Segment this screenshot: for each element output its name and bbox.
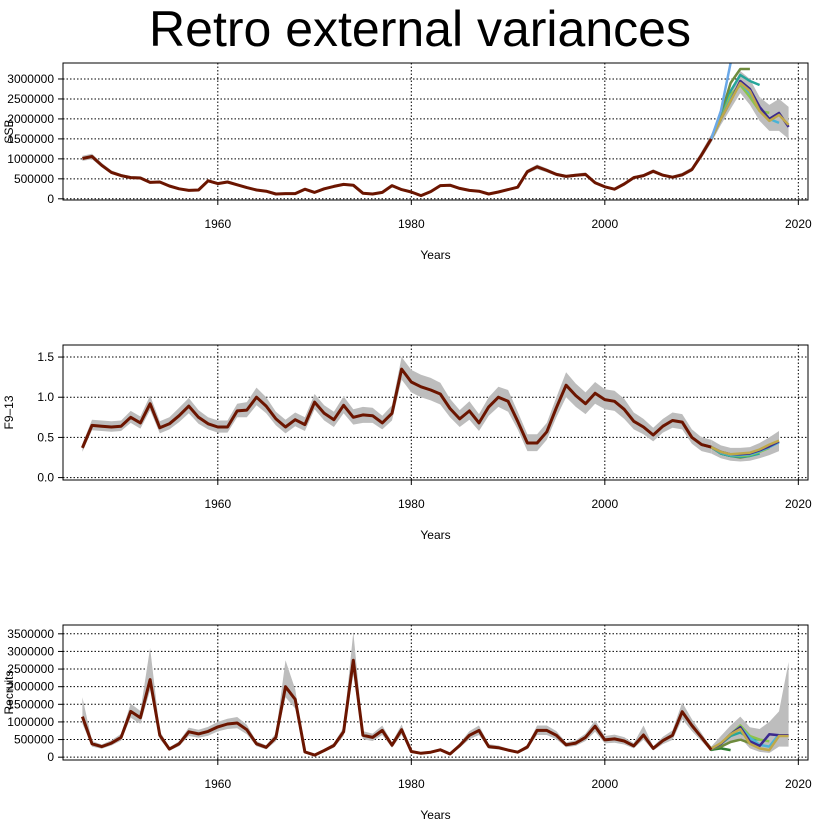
x-tick-label: 2000 [591, 497, 618, 511]
x-tick-label: 1980 [398, 217, 425, 231]
y-tick-label: 1000000 [7, 715, 54, 729]
x-tick-label: 1960 [204, 217, 231, 231]
y-tick-label: 500000 [14, 172, 54, 186]
confidence-band [82, 357, 712, 454]
panel-3: 1960 1980 2000 2020 0 500000 1000000 1500000 200… [2, 624, 812, 822]
y-tick-label: 2500000 [7, 92, 54, 106]
y-tick-label: 1.0 [37, 390, 54, 404]
y-tick-label: 0 [47, 192, 54, 206]
retro-peel-line [710, 62, 732, 140]
tail-confidence-band [711, 662, 789, 753]
y-tick-label: 2000000 [7, 680, 54, 694]
y-tick-label: 1500000 [7, 132, 54, 146]
x-tick-label: 1980 [398, 497, 425, 511]
y-tick-label: 2000000 [7, 112, 54, 126]
x-tick-label: 2020 [785, 497, 812, 511]
plot-frame [62, 624, 809, 761]
x-tick-label: 2000 [591, 217, 618, 231]
y-tick-label: 3000000 [7, 644, 54, 658]
y-axis-title: Recruits [2, 670, 16, 714]
y-tick-label: 1000000 [7, 152, 54, 166]
x-tick-label: 2020 [785, 217, 812, 231]
y-axis-title: SSB [2, 119, 16, 143]
x-tick-label: 1960 [204, 777, 231, 791]
y-tick-label: 1.5 [37, 350, 54, 364]
panel-1: 1960 1980 2000 2020 0 500000 1000000 1500000 200… [2, 62, 812, 262]
x-axis-title: Years [420, 808, 450, 822]
series-line [82, 138, 713, 198]
y-tick-label: 3000000 [7, 72, 54, 86]
y-tick-label: 500000 [14, 733, 54, 747]
series-line [80, 658, 713, 757]
x-tick-label: 1960 [204, 497, 231, 511]
retro-peel-line [710, 81, 790, 140]
y-tick-label: 0.0 [37, 471, 54, 485]
y-tick-label: 1500000 [7, 697, 54, 711]
chart-title: Retro external variances [149, 1, 691, 57]
y-tick-label: 0.5 [37, 430, 54, 444]
plot-frame [62, 62, 809, 201]
panel-2: 1960 1980 2000 2020 0.0 0.5 1.0 1.5 Years F9–13 [2, 344, 812, 542]
y-axis-title: F9–13 [2, 395, 16, 429]
tail-confidence-band [711, 71, 789, 143]
retro-peel-line [701, 439, 780, 456]
y-tick-label: 2500000 [7, 662, 54, 676]
x-axis-title: Years [420, 528, 450, 542]
y-tick-label: 3500000 [7, 627, 54, 641]
x-tick-label: 2000 [591, 777, 618, 791]
plot-frame [62, 344, 809, 481]
x-tick-label: 2020 [785, 777, 812, 791]
retro-peel-line [700, 727, 789, 752]
y-tick-label: 0 [47, 750, 54, 764]
series-line [81, 367, 712, 449]
x-axis-title: Years [420, 248, 450, 262]
x-tick-label: 1980 [398, 777, 425, 791]
